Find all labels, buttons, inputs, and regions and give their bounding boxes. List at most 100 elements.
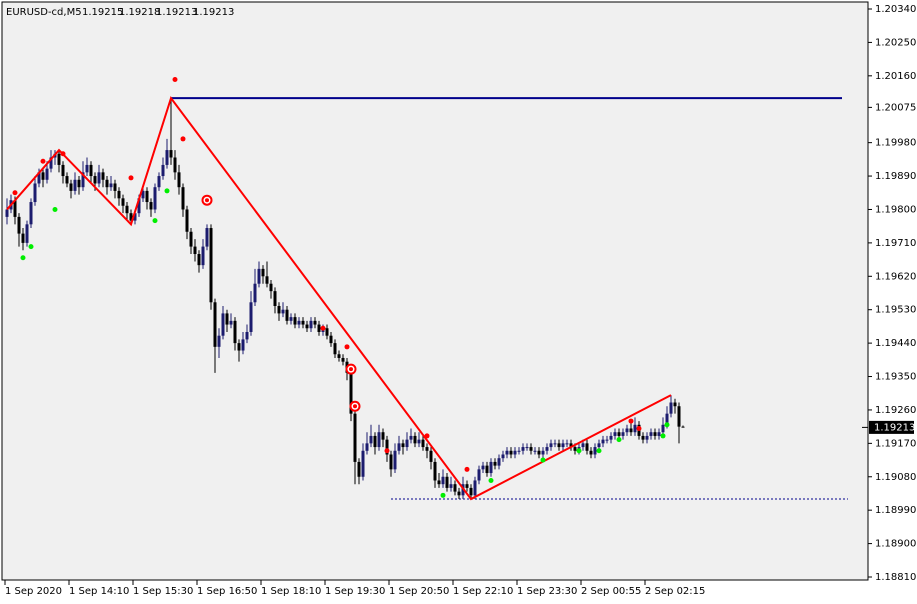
y-tick-label: 1.20075 <box>875 102 916 113</box>
candle-body <box>105 179 109 188</box>
candle-body <box>253 283 257 303</box>
candle-body <box>293 317 297 325</box>
candle-body <box>545 447 549 451</box>
candle-body <box>533 450 537 452</box>
header-open: 1.19215 <box>82 7 123 18</box>
candle-body <box>117 190 121 199</box>
up-fractal <box>344 344 350 350</box>
down-fractal <box>20 255 26 261</box>
candle-body <box>465 484 469 488</box>
signal-dot <box>349 367 353 372</box>
candle-body <box>449 484 453 488</box>
y-tick-label: 1.20340 <box>875 4 916 15</box>
candle-body <box>245 331 249 340</box>
candle-body <box>437 480 441 485</box>
candle-body <box>29 202 33 225</box>
down-fractal <box>152 218 158 224</box>
candle-body <box>645 435 649 440</box>
y-tick-label: 1.19980 <box>875 138 916 149</box>
x-tick-label: 1 Sep 20:50 <box>389 586 449 597</box>
candle-body <box>165 150 169 165</box>
x-tick-label: 1 Sep 22:10 <box>453 586 513 597</box>
candle-body <box>237 343 241 351</box>
y-tick-label: 1.18990 <box>875 505 916 516</box>
candle-body <box>277 305 281 314</box>
down-fractal <box>488 477 494 483</box>
y-tick-label: 1.19080 <box>875 472 916 483</box>
candle-body <box>217 335 221 347</box>
up-fractal <box>320 325 326 331</box>
candle-body <box>629 428 633 433</box>
candle-body <box>553 443 557 445</box>
candle-body <box>417 439 421 444</box>
candle-body <box>17 216 21 234</box>
candle-body <box>433 461 437 481</box>
y-tick-label: 1.20250 <box>875 37 916 48</box>
candle-body <box>137 198 141 214</box>
candle-body <box>305 324 309 329</box>
candle-body <box>149 202 153 210</box>
candle-body <box>21 233 25 243</box>
candle-body <box>169 150 173 158</box>
x-tick-label: 1 Sep 14:10 <box>69 586 129 597</box>
chart-title: EURUSD-cd,M5 <box>6 7 82 18</box>
candle-body <box>401 443 405 448</box>
down-fractal <box>664 422 670 428</box>
candle-body <box>625 428 629 433</box>
up-fractal <box>60 151 66 157</box>
candle-body <box>361 450 365 477</box>
candle-body <box>365 443 369 451</box>
candle-body <box>57 153 61 165</box>
y-tick-label: 1.20160 <box>875 71 916 82</box>
candle-body <box>601 439 605 444</box>
candle-body <box>229 320 233 325</box>
y-tick-label: 1.19530 <box>875 305 916 316</box>
candle-body <box>569 443 573 448</box>
candle-body <box>537 450 541 455</box>
down-fractal <box>576 448 582 454</box>
candle-body <box>521 447 525 451</box>
candle-body <box>177 172 181 188</box>
candle-body <box>129 213 133 221</box>
candle-body <box>265 276 269 284</box>
candle-body <box>5 209 9 217</box>
candle-body <box>37 172 41 184</box>
y-tick-label: 1.19170 <box>875 438 916 449</box>
candle-body <box>317 324 321 332</box>
candle-body <box>285 309 289 321</box>
candle-body <box>517 450 521 452</box>
up-fractal <box>172 77 178 83</box>
current-price-box <box>869 420 914 434</box>
candle-body <box>301 320 305 325</box>
candle-body <box>421 439 425 448</box>
candle-body <box>473 480 477 496</box>
candle-body <box>93 176 97 184</box>
candle-body <box>513 450 517 455</box>
candle-body <box>565 443 569 445</box>
candle-body <box>497 458 501 466</box>
candle-body <box>389 454 393 470</box>
candle-body <box>153 187 157 210</box>
candle-body <box>661 424 665 433</box>
up-fractal <box>40 158 46 164</box>
candle-body <box>605 439 609 441</box>
up-fractal <box>384 448 390 454</box>
up-fractal <box>12 190 18 196</box>
candle-body <box>337 354 341 358</box>
candle-body <box>357 461 361 477</box>
y-tick-label: 1.19890 <box>875 171 916 182</box>
candle-body <box>585 443 589 451</box>
candle-body <box>549 443 553 448</box>
candle-body <box>325 328 329 336</box>
y-tick-label: 1.19800 <box>875 204 916 215</box>
candle-body <box>409 435 413 440</box>
candle-body <box>109 183 113 188</box>
plot-area <box>1 1 869 581</box>
candle-body <box>213 302 217 347</box>
candle-body <box>45 168 49 180</box>
candle-body <box>477 469 481 481</box>
x-tick-label: 2 Sep 00:55 <box>581 586 641 597</box>
candle-body <box>573 447 577 451</box>
candle-body <box>581 443 585 448</box>
